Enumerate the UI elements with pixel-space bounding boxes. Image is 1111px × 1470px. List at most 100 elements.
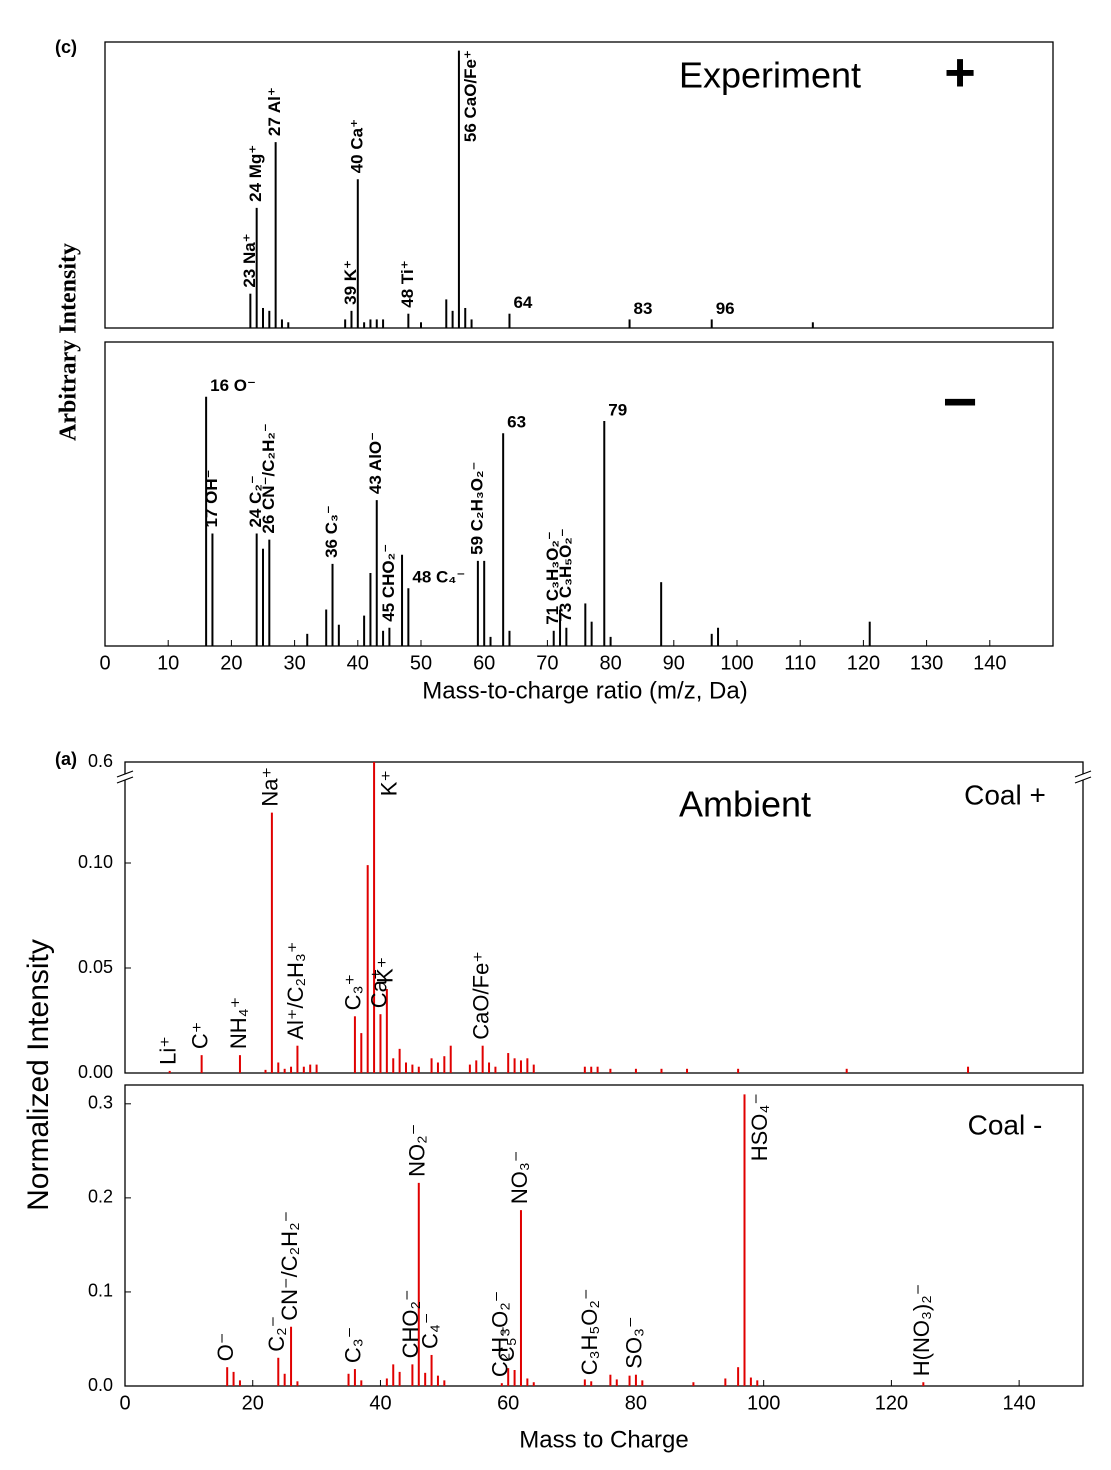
- peak-label: Li⁺: [156, 1036, 181, 1065]
- x-tick-label: 0: [99, 652, 110, 674]
- peak-label: 17 OH⁻: [202, 469, 221, 527]
- plot-frame: [104, 341, 1054, 647]
- axis-break-mark: [1074, 770, 1092, 778]
- x-tick-label: 120: [847, 652, 880, 674]
- peak-label: NO₃⁻: [507, 1151, 532, 1205]
- peak-label: C⁺: [187, 1022, 212, 1050]
- peak-label: 40 Ca⁺: [347, 119, 366, 173]
- peak-label: H(NO₃)₂⁻: [909, 1284, 934, 1377]
- peak-label: 27 Al⁺: [265, 87, 284, 136]
- y-tick-label: 0.2: [88, 1187, 113, 1207]
- panel-title: Experiment: [679, 55, 861, 96]
- panel-label: (c): [55, 37, 77, 57]
- peak-label: HSO₄⁻: [747, 1093, 772, 1161]
- y-tick-label: 0.6: [88, 751, 113, 771]
- peak-label: C₅⁻: [494, 1326, 519, 1362]
- peak-label: 26 CN⁻/C₂H₂⁻: [259, 423, 278, 534]
- peak-label: Al⁺/C₂H₃⁺: [283, 942, 308, 1040]
- peak-label: SO₃⁻: [622, 1316, 647, 1368]
- y-axis-label: Normalized Intensity: [22, 939, 55, 1211]
- peak-label: O⁻: [213, 1332, 238, 1361]
- x-tick-label: 120: [875, 1392, 908, 1414]
- peak-label: NH₄⁺: [226, 997, 251, 1049]
- peak-label: C₃⁻: [341, 1327, 366, 1363]
- axis-break-mark: [116, 770, 134, 778]
- x-tick-label: 100: [747, 1392, 780, 1414]
- peak-label: CaO/Fe⁺: [468, 951, 493, 1040]
- x-tick-label: 0: [119, 1392, 130, 1414]
- peak-label: 59 C₂H₃O₂⁻: [467, 462, 486, 555]
- plot-frame: [124, 1084, 1084, 1387]
- peak-label: 48 Ti⁺: [398, 260, 417, 307]
- x-axis-label: Mass-to-charge ratio (m/z, Da): [422, 677, 747, 704]
- peak-label: 24 C₂⁻: [246, 475, 265, 527]
- axis-break-gap: [1077, 774, 1089, 780]
- y-axis-label: Arbitrary Intensity: [56, 243, 82, 441]
- peak-label: K⁺: [373, 957, 398, 983]
- x-tick-label: 140: [973, 652, 1006, 674]
- x-tick-label: 100: [720, 652, 753, 674]
- polarity-label: −: [942, 368, 977, 435]
- axis-break-gap: [119, 774, 131, 780]
- peak-label: C₂⁻: [264, 1316, 289, 1352]
- panel-title: Ambient: [679, 784, 811, 825]
- y-tick-label: 0.10: [78, 852, 113, 872]
- x-tick-label: 90: [663, 652, 685, 674]
- peak-label: 23 Na⁺: [240, 233, 259, 287]
- x-tick-label: 60: [473, 652, 495, 674]
- polarity-label: Coal -: [968, 1109, 1043, 1140]
- plot-frame: [104, 41, 1054, 329]
- peak-label: 36 C₃⁻: [322, 505, 341, 558]
- polarity-label: Coal +: [964, 779, 1046, 810]
- peak-label: 63: [507, 413, 526, 432]
- plot-frame: [124, 761, 1084, 1074]
- polarity-label: +: [944, 42, 976, 102]
- x-tick-label: 110: [784, 652, 816, 674]
- peak-label: 48 C₄⁻: [412, 568, 465, 587]
- x-tick-label: 20: [242, 1392, 264, 1414]
- axis-break-mark: [1074, 776, 1092, 784]
- peak-label: 45 CHO₂⁻: [379, 544, 398, 622]
- x-tick-label: 140: [1002, 1392, 1035, 1414]
- peak-label: 24 Mg⁺: [246, 145, 265, 202]
- peak-label: C₂H₃O₂⁻: [488, 1291, 513, 1378]
- x-tick-label: 60: [497, 1392, 519, 1414]
- y-tick-label: 0.0: [88, 1375, 113, 1395]
- peak-label: C₄⁻: [417, 1312, 442, 1348]
- peak-label: Ca⁺: [366, 968, 391, 1008]
- peak-label: 56 CaO/Fe⁺: [461, 50, 480, 142]
- x-tick-label: 80: [599, 652, 621, 674]
- x-tick-label: 30: [283, 652, 305, 674]
- peak-label: C₃⁺: [341, 974, 366, 1010]
- x-axis-label: Mass to Charge: [519, 1426, 688, 1453]
- peak-label: CN⁻/C₂H₂⁻: [277, 1211, 302, 1321]
- axis-break-mark: [116, 776, 134, 784]
- peak-label: Na⁺: [258, 767, 283, 807]
- peak-label: 43 AlO⁻: [366, 432, 385, 494]
- x-tick-label: 10: [157, 652, 179, 674]
- panel-label: (a): [55, 749, 77, 769]
- peak-label: 16 O⁻: [210, 376, 256, 395]
- x-tick-label: 20: [220, 652, 242, 674]
- y-tick-label: 0.1: [88, 1281, 113, 1301]
- peak-label: NO₂⁻: [405, 1124, 430, 1177]
- peak-label: 71 C₃H₃O₂⁻: [543, 531, 562, 625]
- x-tick-label: 70: [536, 652, 558, 674]
- x-tick-label: 130: [910, 652, 943, 674]
- peak-label: K⁺: [376, 770, 401, 796]
- peak-label: 39 K⁺: [341, 260, 360, 305]
- x-tick-label: 80: [625, 1392, 647, 1414]
- x-tick-label: 40: [347, 652, 369, 674]
- peak-label: 73 C₃H₅O₂⁻: [556, 528, 575, 622]
- x-tick-label: 50: [410, 652, 432, 674]
- peak-label: 79: [608, 401, 627, 420]
- y-tick-label: 0.05: [78, 957, 113, 977]
- peak-label: 83: [634, 299, 653, 318]
- peak-label: 64: [513, 293, 532, 312]
- y-tick-label: 0.00: [78, 1062, 113, 1082]
- peak-label: CHO₂⁻: [398, 1289, 423, 1358]
- peak-label: 96: [716, 299, 735, 318]
- x-tick-label: 40: [369, 1392, 391, 1414]
- y-tick-label: 0.3: [88, 1093, 113, 1113]
